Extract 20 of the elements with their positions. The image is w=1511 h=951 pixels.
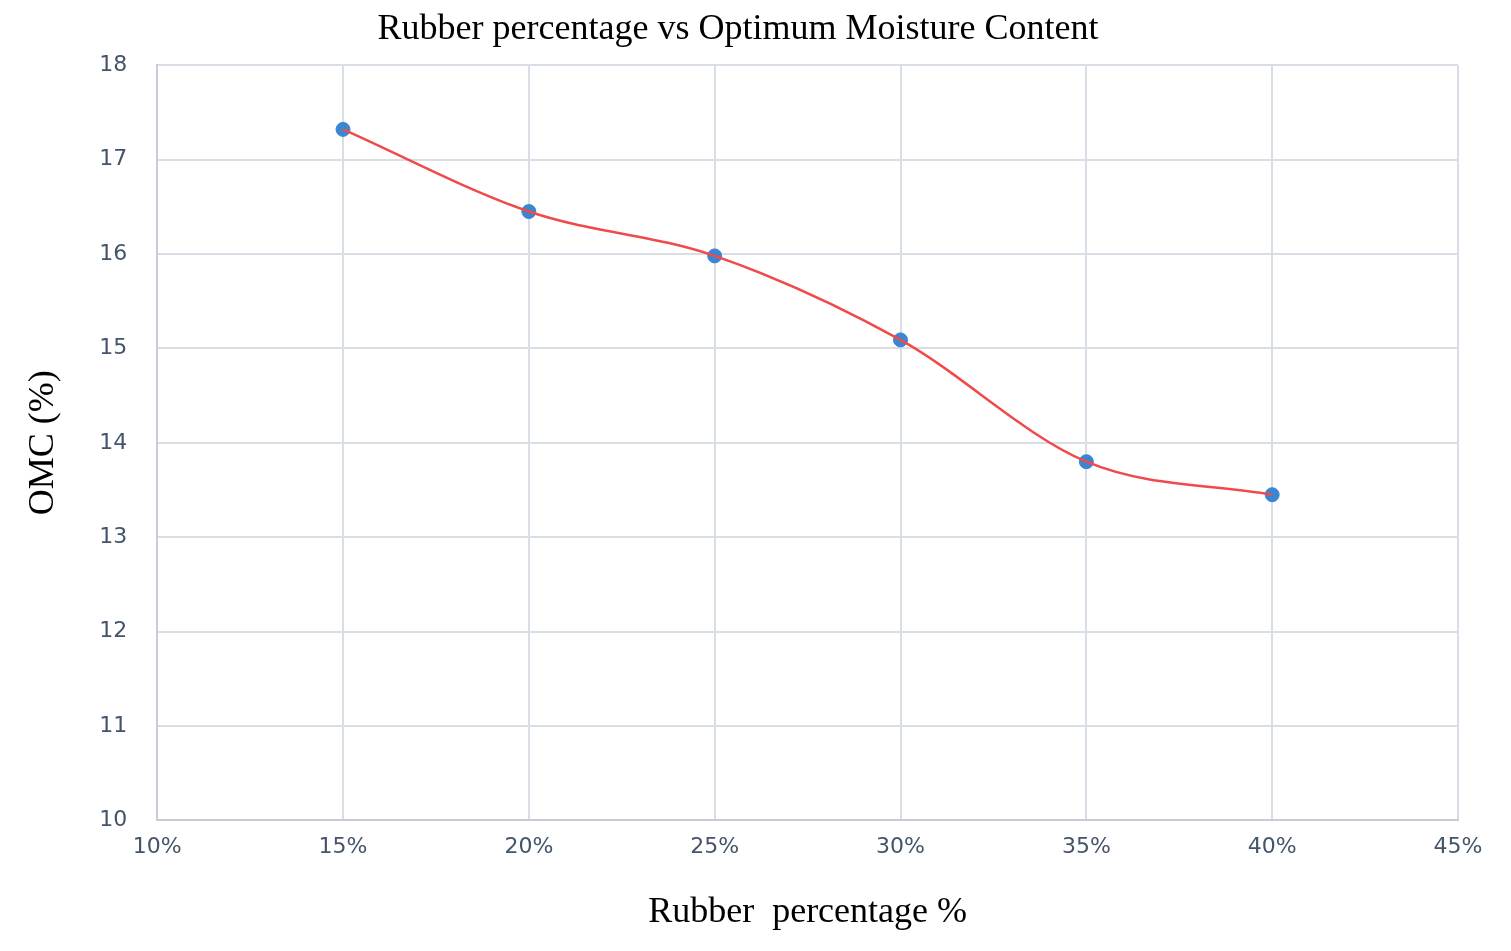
y-tick-label: 17	[99, 145, 128, 171]
x-tick-label: 35%	[1061, 833, 1111, 859]
y-tick-label: 11	[99, 711, 128, 737]
chart-title: Rubber percentage vs Optimum Moisture Content	[377, 7, 1099, 48]
y-tick-label: 14	[99, 428, 128, 454]
x-tick-label: 20%	[504, 833, 554, 859]
x-tick-label: 45%	[1433, 833, 1483, 859]
x-tick-label: 40%	[1247, 833, 1297, 859]
y-tick-label: 16	[99, 239, 128, 265]
y-tick-label: 12	[99, 617, 128, 643]
x-tick-label: 25%	[690, 833, 740, 859]
x-tick-label: 15%	[318, 833, 368, 859]
y-axis-title: OMC (%)	[21, 370, 62, 516]
x-tick-label: 10%	[132, 833, 182, 859]
y-tick-label: 13	[99, 522, 128, 548]
x-axis-title: Rubber percentage %	[648, 889, 968, 930]
x-tick-label: 30%	[876, 833, 925, 859]
y-tick-label: 15	[99, 334, 128, 360]
y-tick-label: 18	[99, 50, 128, 76]
y-tick-label: 10	[99, 806, 128, 832]
